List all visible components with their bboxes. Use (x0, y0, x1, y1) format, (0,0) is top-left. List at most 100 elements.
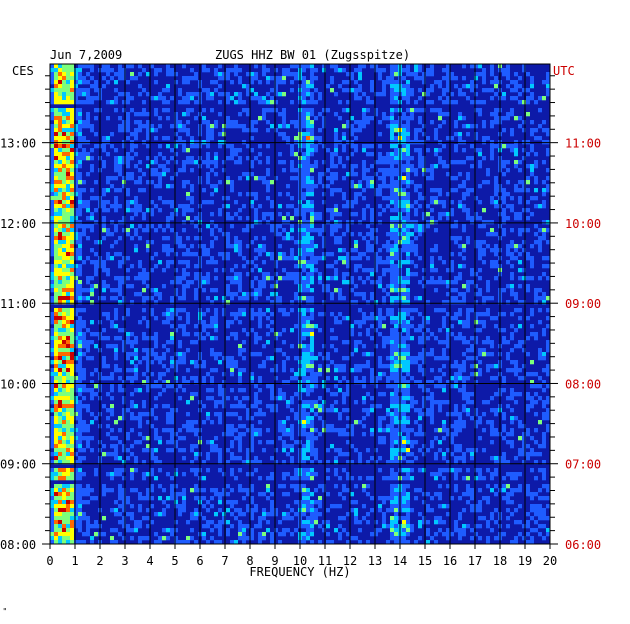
spectrogram-cell (82, 420, 86, 425)
spectrogram-cell (402, 428, 406, 433)
spectrogram-cell (458, 112, 462, 117)
spectrogram-cell (482, 324, 486, 329)
spectrogram-cell (258, 220, 262, 225)
spectrogram-cell (310, 424, 314, 429)
spectrogram-cell (390, 316, 394, 321)
spectrogram-cell (54, 236, 58, 241)
spectrogram-cell (250, 424, 254, 429)
spectrogram-cell (166, 380, 170, 385)
spectrogram-cell (158, 392, 162, 397)
spectrogram-cell (242, 308, 246, 313)
spectrogram-cell (102, 68, 106, 73)
spectrogram-cell (282, 220, 286, 225)
spectrogram-cell (430, 400, 434, 405)
spectrogram-cell (526, 152, 530, 157)
spectrogram-cell (70, 68, 74, 73)
spectrogram-cell (114, 252, 118, 257)
spectrogram-cell (134, 340, 138, 345)
spectrogram-cell (334, 336, 338, 341)
spectrogram-cell (454, 316, 458, 321)
spectrogram-cell (114, 168, 118, 173)
spectrogram-cell (254, 72, 258, 77)
spectrogram-cell (310, 344, 314, 349)
spectrogram-cell (66, 268, 70, 273)
spectrogram-cell (342, 136, 346, 141)
spectrogram-cell (58, 272, 62, 277)
spectrogram-cell (230, 368, 234, 373)
spectrogram-cell (250, 136, 254, 141)
spectrogram-cell (426, 352, 430, 357)
spectrogram-cell (306, 328, 310, 333)
spectrogram-cell (378, 392, 382, 397)
spectrogram-cell (186, 120, 190, 125)
spectrogram-cell (354, 284, 358, 289)
spectrogram-cell (438, 328, 442, 333)
spectrogram-cell (406, 228, 410, 233)
spectrogram-cell (538, 96, 542, 101)
spectrogram-cell (174, 268, 178, 273)
spectrogram-cell (74, 384, 78, 389)
spectrogram-cell (70, 116, 74, 121)
spectrogram-cell (86, 436, 90, 441)
spectrogram-cell (310, 372, 314, 377)
spectrogram-cell (502, 196, 506, 201)
spectrogram-cell (74, 344, 78, 349)
spectrogram-cell (402, 224, 406, 229)
spectrogram-cell (78, 264, 82, 269)
spectrogram-cell (434, 376, 438, 381)
spectrogram-cell (182, 148, 186, 153)
spectrogram-cell (282, 360, 286, 365)
spectrogram-cell (130, 140, 134, 145)
spectrogram-cell (170, 228, 174, 233)
spectrogram-cell (326, 288, 330, 293)
spectrogram-cell (66, 192, 70, 197)
spectrogram-cell (226, 356, 230, 361)
spectrogram-cell (66, 420, 70, 425)
spectrogram-cell (482, 348, 486, 353)
spectrogram-cell (306, 116, 310, 121)
spectrogram-cell (426, 168, 430, 173)
spectrogram-cell (62, 276, 66, 281)
spectrogram-cell (106, 336, 110, 341)
spectrogram-cell (310, 120, 314, 125)
spectrogram-cell (218, 228, 222, 233)
spectrogram-cell (458, 272, 462, 277)
spectrogram-cell (482, 260, 486, 265)
spectrogram-cell (62, 132, 66, 137)
spectrogram-cell (546, 240, 550, 245)
spectrogram-cell (354, 376, 358, 381)
spectrogram-cell (394, 376, 398, 381)
spectrogram-cell (406, 176, 410, 181)
spectrogram-cell (422, 320, 426, 325)
spectrogram-cell (122, 316, 126, 321)
spectrogram-cell (226, 288, 230, 293)
spectrogram-cell (426, 412, 430, 417)
spectrogram-cell (82, 332, 86, 337)
spectrogram-cell (462, 368, 466, 373)
spectrogram-cell (50, 136, 54, 141)
spectrogram-cell (470, 356, 474, 361)
spectrogram-cell (470, 336, 474, 341)
spectrogram-cell (466, 192, 470, 197)
spectrogram-cell (370, 212, 374, 217)
spectrogram-cell (538, 228, 542, 233)
spectrogram-cell (118, 292, 122, 297)
spectrogram-cell (130, 76, 134, 81)
spectrogram-cell (66, 328, 70, 333)
spectrogram-cell (382, 112, 386, 117)
spectrogram-cell (182, 124, 186, 129)
spectrogram-cell (434, 308, 438, 313)
spectrogram-cell (238, 192, 242, 197)
spectrogram-cell (318, 276, 322, 281)
spectrogram-cell (190, 196, 194, 201)
spectrogram-cell (266, 68, 270, 73)
spectrogram-cell (246, 332, 250, 337)
spectrogram-cell (50, 380, 54, 385)
spectrogram-cell (358, 184, 362, 189)
spectrogram-cell (438, 108, 442, 113)
spectrogram-cell (350, 200, 354, 205)
spectrogram-cell (282, 228, 286, 233)
spectrogram-cell (394, 372, 398, 377)
spectrogram-cell (70, 416, 74, 421)
spectrogram-cell (514, 416, 518, 421)
